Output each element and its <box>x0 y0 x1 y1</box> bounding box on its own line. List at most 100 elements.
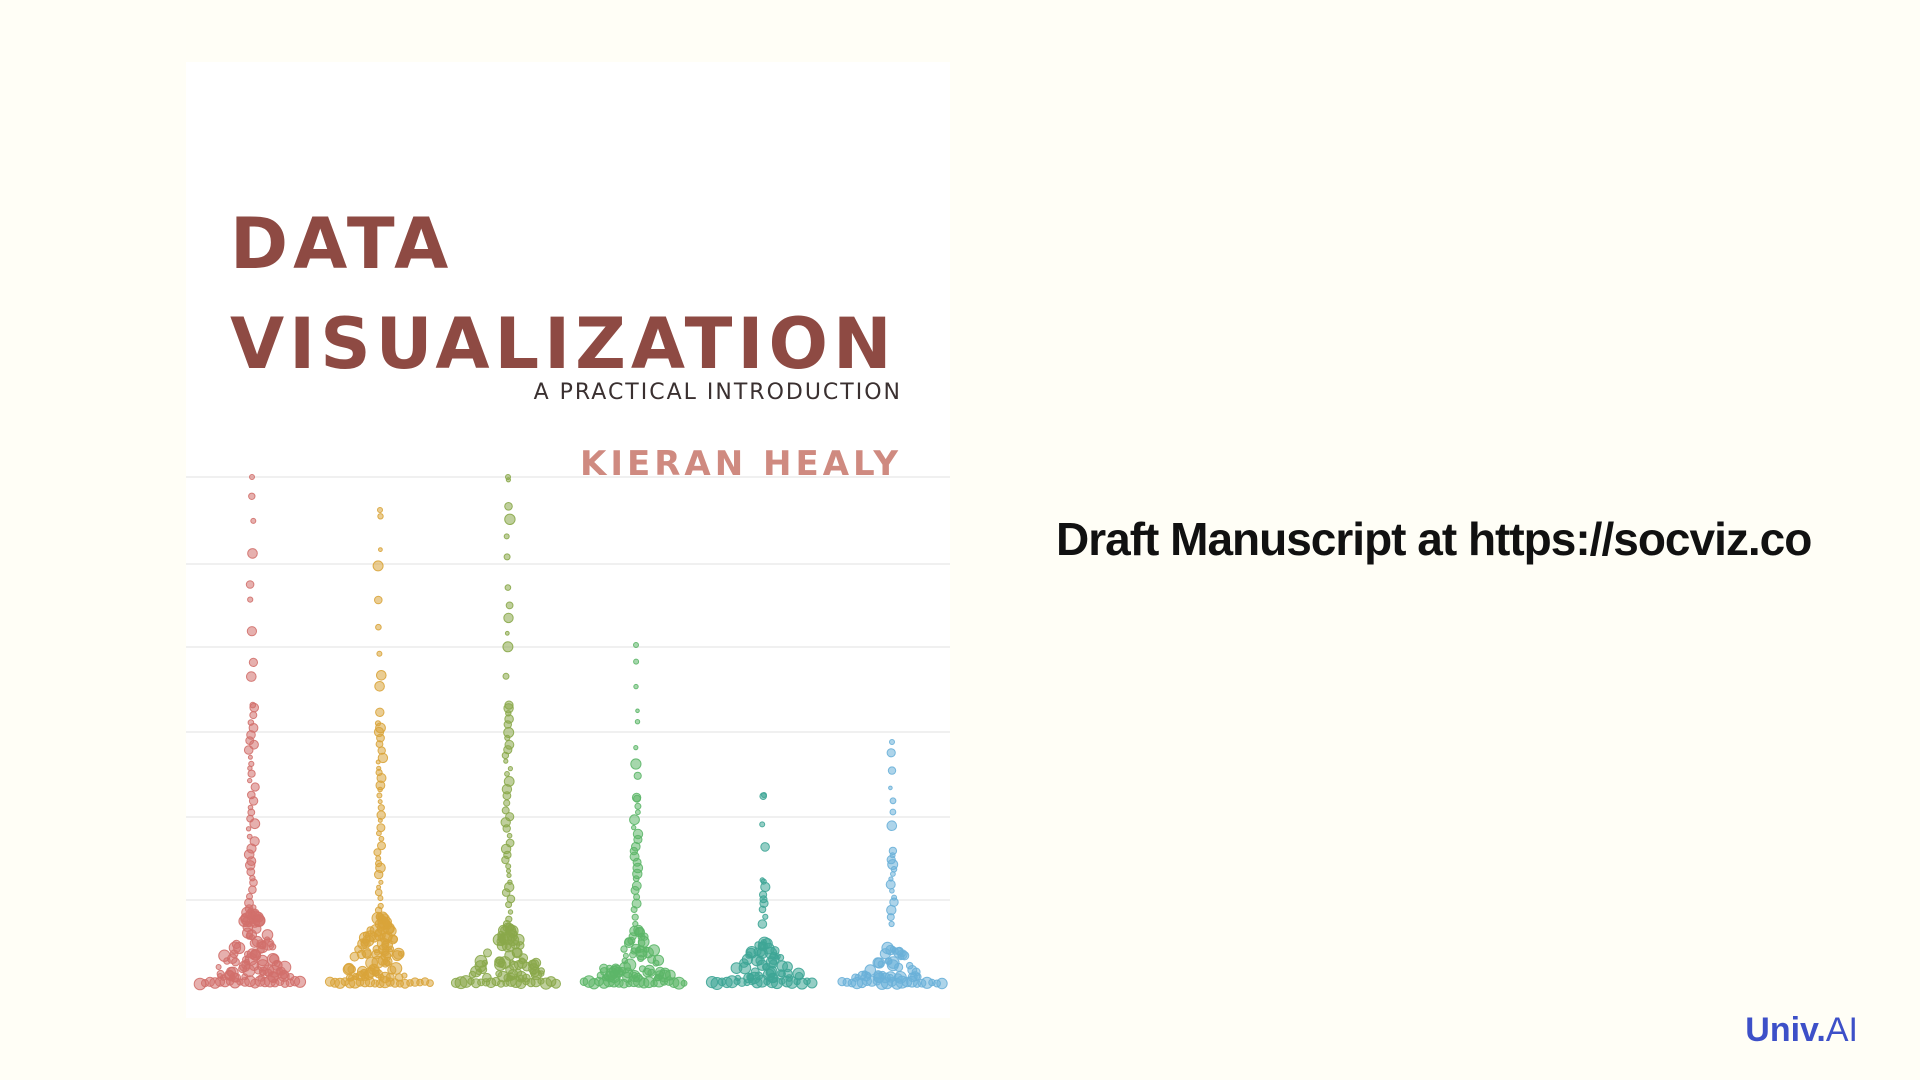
cover-dot <box>762 963 770 971</box>
cover-dot <box>504 943 512 951</box>
cover-dot <box>342 963 355 976</box>
cover-swarm <box>837 739 948 990</box>
cover-dot <box>623 958 637 972</box>
cover-dot <box>894 971 907 984</box>
cover-dot <box>734 974 741 982</box>
cover-dot <box>504 700 514 710</box>
cover-dot <box>637 935 650 948</box>
cover-dot <box>503 799 511 807</box>
cover-dot <box>638 965 647 973</box>
cover-dot <box>246 893 253 900</box>
cover-dot <box>374 969 384 979</box>
cover-dot <box>376 650 383 657</box>
cover-dot <box>349 951 360 962</box>
cover-dot <box>748 971 761 985</box>
cover-dot <box>247 777 253 784</box>
cover-dot <box>507 766 513 772</box>
cover-dot <box>759 877 765 883</box>
cover-dot <box>620 945 628 953</box>
brand-logo-part-1: Univ <box>1745 1011 1817 1049</box>
cover-swarm <box>450 474 561 990</box>
brand-logo-part-2: AI <box>1825 1011 1858 1049</box>
cover-dot <box>373 848 382 857</box>
cover-swarm <box>324 507 434 989</box>
cover-dot <box>655 966 666 977</box>
cover-dot <box>293 975 307 988</box>
cover-dot <box>478 965 488 974</box>
cover-dot <box>889 797 897 805</box>
cover-dot <box>247 754 253 760</box>
cover-dot <box>247 790 256 800</box>
cover-dot <box>632 828 644 840</box>
cover-dot <box>369 965 376 972</box>
cover-dot <box>492 933 506 946</box>
cover-dot <box>216 969 225 978</box>
cover-dot <box>375 912 385 921</box>
cover-dot <box>610 963 621 974</box>
cover-dot <box>504 630 510 636</box>
cover-dot <box>891 894 898 901</box>
cover-dot <box>864 964 877 976</box>
cover-dot <box>504 584 512 591</box>
cover-dot <box>372 560 384 572</box>
cover-dot <box>376 810 386 820</box>
cover-dot <box>376 823 386 833</box>
cover-dot <box>635 708 640 714</box>
cover-dot <box>647 968 656 977</box>
brand-logo: Univ.AI <box>1745 1011 1858 1050</box>
cover-dot <box>374 888 383 897</box>
cover-author: KIERAN HEALY <box>580 444 902 484</box>
cover-dot <box>765 967 777 979</box>
cover-dot <box>504 513 516 525</box>
cover-dot <box>246 833 253 840</box>
cover-dot <box>551 978 561 989</box>
cover-dot <box>248 657 259 668</box>
cover-dot <box>506 872 512 879</box>
cover-dot <box>647 954 657 964</box>
cover-dot <box>497 970 509 983</box>
cover-dot <box>633 893 641 901</box>
cover-dot <box>377 902 384 910</box>
cover-dot <box>482 972 492 983</box>
cover-dot <box>248 492 256 500</box>
cover-dot <box>854 974 862 981</box>
cover-dot <box>888 846 898 856</box>
cover-beeswarms <box>193 474 948 991</box>
cover-dot <box>629 814 640 826</box>
cover-dot <box>872 957 884 969</box>
cover-dot <box>623 937 635 949</box>
cover-dot <box>631 824 637 831</box>
cover-dot <box>377 841 386 851</box>
cover-dot <box>889 945 897 953</box>
cover-dot <box>759 890 768 899</box>
cover-dot <box>377 804 385 812</box>
cover-dot <box>376 884 382 890</box>
cover-dot <box>215 964 222 970</box>
cover-dot <box>378 835 385 842</box>
cover-dot <box>506 924 519 938</box>
cover-dot <box>505 601 514 610</box>
cover-dot <box>631 913 639 921</box>
cover-dot <box>378 547 383 553</box>
cover-dot <box>250 517 257 524</box>
cover-dot <box>242 955 250 964</box>
cover-dot <box>387 965 397 975</box>
cover-dot <box>483 948 492 958</box>
cover-dot <box>505 474 511 480</box>
cover-dot <box>529 966 541 978</box>
cover-dot <box>348 974 355 982</box>
cover-dot <box>227 966 239 979</box>
cover-dot <box>502 641 514 653</box>
cover-dot <box>632 920 639 928</box>
cover-dot <box>633 683 639 690</box>
cover-dot <box>634 802 642 810</box>
cover-dot <box>635 809 641 816</box>
cover-dot <box>634 719 641 725</box>
cover-dot <box>761 792 767 798</box>
cover-dot <box>374 681 385 692</box>
brand-logo-dot: . <box>1816 1011 1826 1049</box>
cover-dot <box>377 799 383 805</box>
cover-dot <box>381 958 390 968</box>
cover-dot <box>777 969 786 978</box>
cover-dot <box>504 739 515 750</box>
